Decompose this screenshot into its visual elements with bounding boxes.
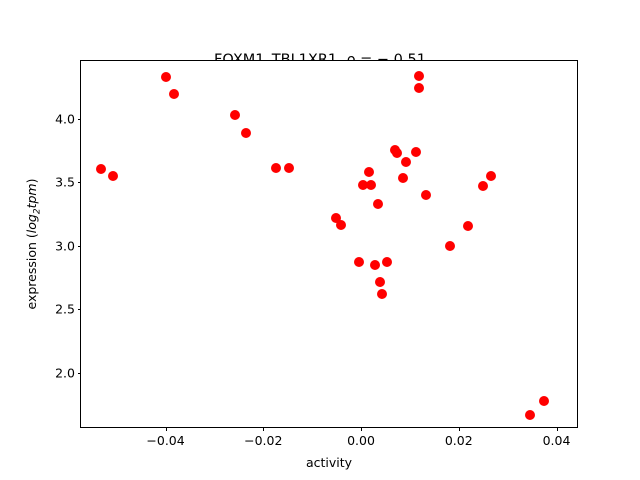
x-tick-label: 0.02: [444, 433, 473, 448]
data-point: [391, 148, 402, 158]
data-point: [485, 170, 496, 181]
x-tick-label: −0.02: [244, 433, 283, 448]
y-tick-label: 2.5: [55, 301, 75, 317]
data-point: [413, 70, 424, 81]
data-point: [169, 88, 180, 99]
y-axis-label-base: 2: [32, 208, 43, 215]
y-axis-label-suffix: ): [24, 178, 39, 184]
y-axis-label-log: log: [24, 214, 39, 234]
y-tick-label: 4.0: [55, 111, 75, 127]
x-axis-label: activity: [305, 455, 353, 470]
x-tick-mark: [458, 427, 460, 431]
y-tick-label: 3.5: [55, 174, 75, 190]
y-axis-label-unit: tpm: [24, 183, 39, 209]
data-point: [376, 288, 387, 299]
data-point: [413, 82, 424, 93]
data-point: [331, 212, 342, 223]
data-point: [358, 179, 369, 190]
data-point: [478, 180, 489, 191]
y-axis-label: expression (log2tpm): [24, 60, 43, 428]
y-axis-label-prefix: expression (: [24, 233, 39, 310]
y-tick-mark: [77, 182, 81, 184]
data-point: [283, 162, 294, 173]
y-tick-mark: [77, 372, 81, 374]
data-point: [95, 163, 106, 174]
data-point: [354, 257, 365, 268]
x-tick-mark: [263, 427, 265, 431]
data-point: [107, 170, 118, 181]
data-point: [241, 127, 252, 138]
y-tick-label: 2.0: [55, 365, 75, 381]
x-tick-mark: [165, 427, 167, 431]
data-point: [524, 410, 535, 421]
data-point: [462, 220, 473, 231]
y-tick-mark: [77, 245, 81, 247]
data-point: [374, 276, 385, 287]
data-point: [400, 156, 411, 167]
y-tick-label: 3.0: [55, 238, 75, 254]
data-point: [381, 257, 392, 268]
x-tick-label: 0.00: [347, 433, 375, 448]
data-point: [373, 198, 384, 209]
y-tick-mark: [77, 118, 81, 120]
data-point: [369, 260, 380, 271]
data-point: [160, 72, 171, 83]
data-points-layer: [81, 61, 577, 427]
y-tick-mark: [77, 309, 81, 311]
data-point: [363, 167, 374, 178]
x-tick-mark: [556, 427, 558, 431]
x-tick-label: −0.04: [146, 433, 185, 448]
data-point: [366, 180, 377, 191]
data-point: [271, 162, 282, 173]
data-point: [539, 396, 550, 407]
plot-axes: 2.0 2.5 3.0 3.5 4.0 −0.04 −0.02 0.00 0.02 0.04: [55, 60, 578, 448]
data-point: [398, 172, 409, 183]
data-point: [410, 146, 421, 157]
data-point: [444, 241, 455, 252]
data-point: [421, 189, 432, 200]
x-tick-mark: [361, 427, 363, 431]
x-tick-label: 0.04: [542, 433, 571, 448]
data-point: [229, 109, 240, 120]
data-point: [335, 220, 346, 231]
